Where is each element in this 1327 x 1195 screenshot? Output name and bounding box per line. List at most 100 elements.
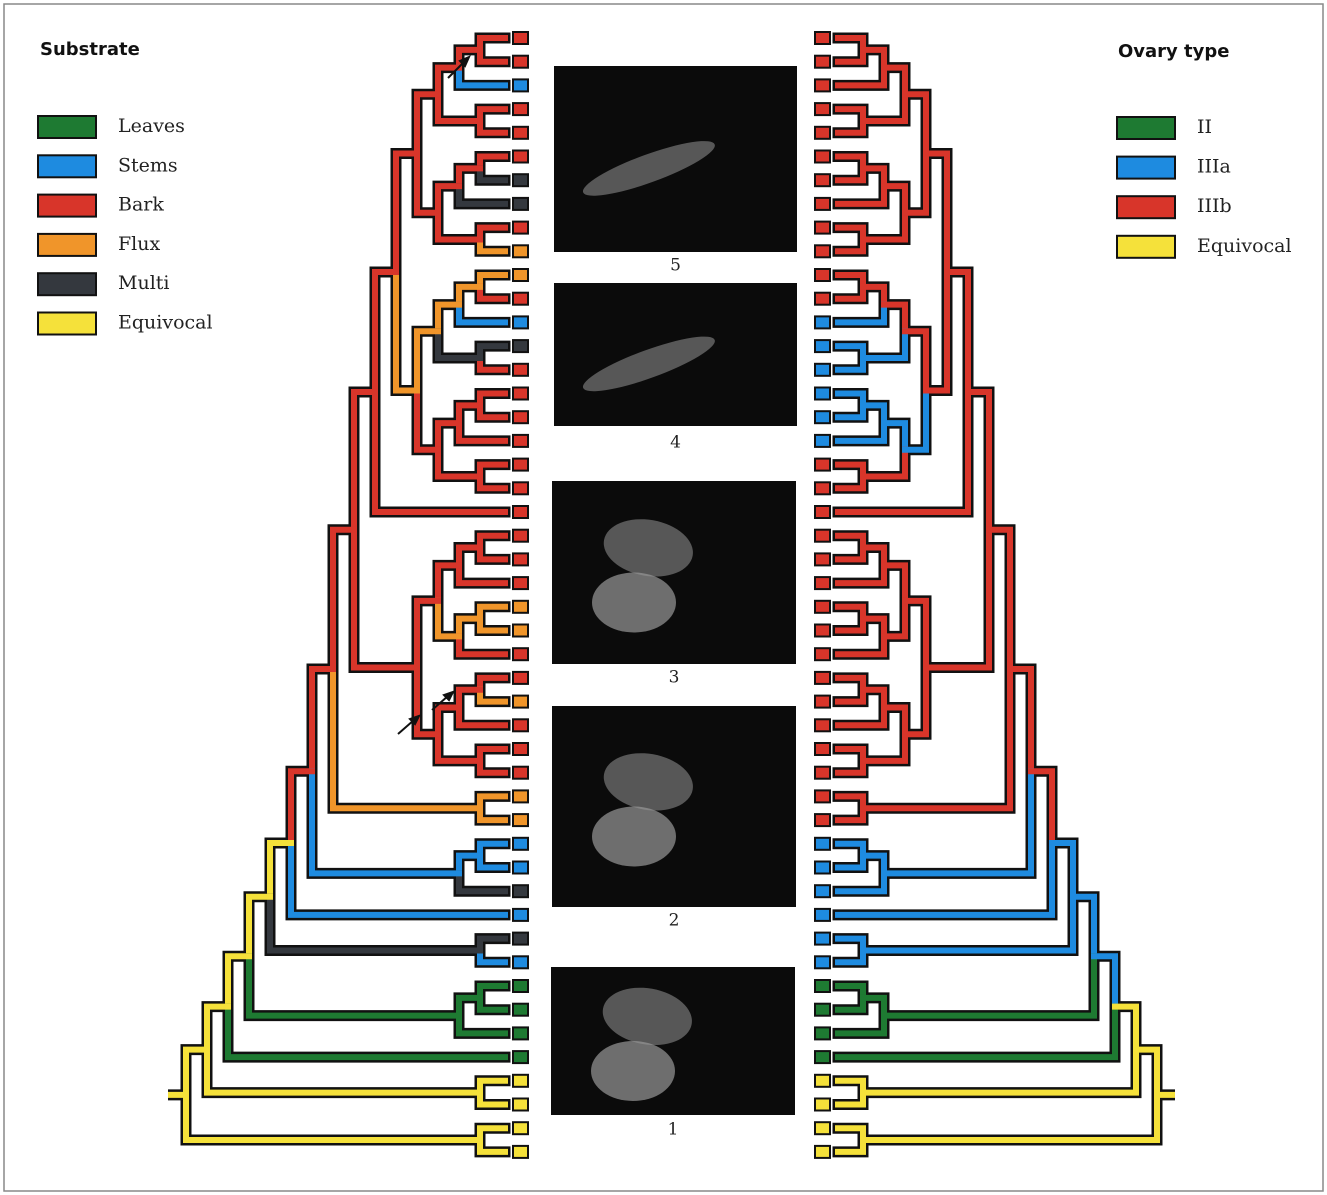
- tip-box: [815, 411, 830, 423]
- legend-label: Leaves: [118, 115, 185, 137]
- tip-box: [513, 1004, 528, 1016]
- tip-box: [815, 56, 830, 68]
- tip-box: [815, 174, 830, 186]
- tip-box: [815, 222, 830, 234]
- specimen: [591, 1041, 675, 1101]
- tip-box: [513, 719, 528, 731]
- tip-box: [815, 767, 830, 779]
- legend-swatch: [1117, 236, 1175, 258]
- tip-box: [513, 696, 528, 708]
- tip-box: [815, 956, 830, 968]
- tip-box: [513, 980, 528, 992]
- tip-box: [513, 364, 528, 376]
- legend-swatch: [38, 155, 96, 177]
- tip-box: [815, 1122, 830, 1134]
- tip-box: [815, 672, 830, 684]
- tip-box: [513, 388, 528, 400]
- tip-box: [513, 838, 528, 850]
- legend-label: Equivocal: [1197, 235, 1292, 257]
- tip-box: [815, 79, 830, 91]
- tip-box: [513, 340, 528, 352]
- tip-box: [513, 222, 528, 234]
- tip-box: [513, 245, 528, 257]
- tip-box: [815, 648, 830, 660]
- substrate-title: Substrate: [40, 39, 140, 60]
- tip-box: [815, 625, 830, 637]
- tip-box: [815, 127, 830, 139]
- tip-box: [815, 293, 830, 305]
- tip-box: [513, 625, 528, 637]
- tip-box: [513, 553, 528, 565]
- legend-label: IIIa: [1197, 156, 1231, 178]
- tip-box: [513, 933, 528, 945]
- tip-box: [513, 293, 528, 305]
- legend-swatch: [38, 273, 96, 295]
- legend-label: Multi: [118, 272, 169, 294]
- tip-box: [815, 316, 830, 328]
- legend-label: Bark: [118, 194, 164, 216]
- tip-box: [513, 648, 528, 660]
- photo-caption: 2: [669, 911, 680, 931]
- legend-swatch: [1117, 196, 1175, 218]
- tip-box: [815, 577, 830, 589]
- tip-box: [815, 103, 830, 115]
- legend-swatch: [38, 234, 96, 256]
- tip-box: [513, 743, 528, 755]
- specimen: [592, 807, 676, 867]
- tip-box: [513, 174, 528, 186]
- tip-box: [815, 933, 830, 945]
- photo-caption: 5: [670, 256, 681, 276]
- tip-box: [513, 56, 528, 68]
- tip-box: [513, 459, 528, 471]
- tip-box: [815, 269, 830, 281]
- tip-box: [815, 388, 830, 400]
- tip-box: [513, 767, 528, 779]
- ovary-title: Ovary type: [1118, 41, 1230, 62]
- legend-label: Equivocal: [118, 312, 213, 334]
- legend-swatch: [38, 313, 96, 335]
- tip-box: [815, 364, 830, 376]
- tip-box: [815, 151, 830, 163]
- tip-box: [815, 814, 830, 826]
- tip-box: [815, 1004, 830, 1016]
- tip-box: [815, 482, 830, 494]
- tip-box: [815, 553, 830, 565]
- photo-caption: 4: [670, 433, 681, 453]
- tip-box: [513, 1146, 528, 1158]
- tip-box: [815, 1099, 830, 1111]
- tip-box: [513, 577, 528, 589]
- legend-label: Flux: [118, 233, 160, 255]
- photos: 5 4 3 2 1: [551, 66, 797, 1140]
- tip-box: [815, 530, 830, 542]
- photo-caption: 3: [669, 668, 680, 688]
- tip-box: [815, 245, 830, 257]
- tip-box: [513, 32, 528, 44]
- legend-swatch: [1117, 157, 1175, 179]
- tip-box: [513, 814, 528, 826]
- tip-box: [815, 1146, 830, 1158]
- legend-swatch: [38, 195, 96, 217]
- tip-box: [815, 32, 830, 44]
- figure: Substrate Ovary type Leaves Stems Bark Flux…: [0, 0, 1327, 1195]
- legend-label: II: [1197, 116, 1212, 138]
- tip-box: [513, 103, 528, 115]
- tip-box: [513, 1075, 528, 1087]
- photo-caption: 1: [668, 1120, 679, 1140]
- tip-box: [513, 672, 528, 684]
- tip-box: [815, 838, 830, 850]
- tip-box: [815, 1051, 830, 1063]
- tip-box: [513, 316, 528, 328]
- tip-box: [513, 411, 528, 423]
- tip-box: [815, 340, 830, 352]
- legend-label: Stems: [118, 154, 178, 176]
- tip-box: [815, 1027, 830, 1039]
- tip-box: [815, 696, 830, 708]
- tip-box: [513, 79, 528, 91]
- tip-box: [815, 743, 830, 755]
- tip-box: [815, 980, 830, 992]
- tip-box: [513, 1122, 528, 1134]
- tip-box: [513, 506, 528, 518]
- tip-box: [513, 1027, 528, 1039]
- legend-swatch: [1117, 117, 1175, 139]
- tip-box: [513, 127, 528, 139]
